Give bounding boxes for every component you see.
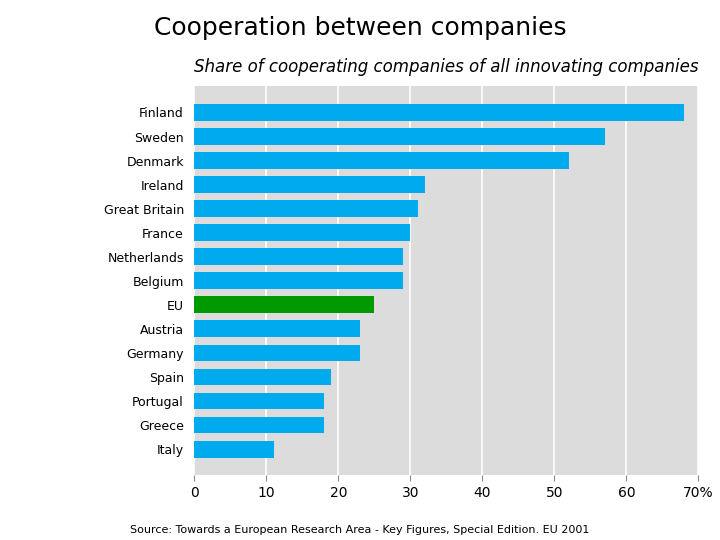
Bar [194,320,360,338]
Bar [194,296,374,313]
Bar [194,152,569,169]
Bar [194,200,418,217]
Bar [194,393,324,409]
Text: Cooperation between companies: Cooperation between companies [153,16,567,40]
Bar [194,345,360,361]
Bar [194,104,684,121]
Bar [194,441,274,457]
Bar [194,248,403,265]
Text: Source: Towards a European Research Area - Key Figures, Special Edition. EU 2001: Source: Towards a European Research Area… [130,524,590,535]
Bar [194,272,403,289]
Bar [194,128,605,145]
Bar [194,369,331,386]
Bar [194,224,410,241]
Bar [194,176,425,193]
Bar [194,417,324,434]
Text: Share of cooperating companies of all innovating companies: Share of cooperating companies of all in… [194,58,699,76]
